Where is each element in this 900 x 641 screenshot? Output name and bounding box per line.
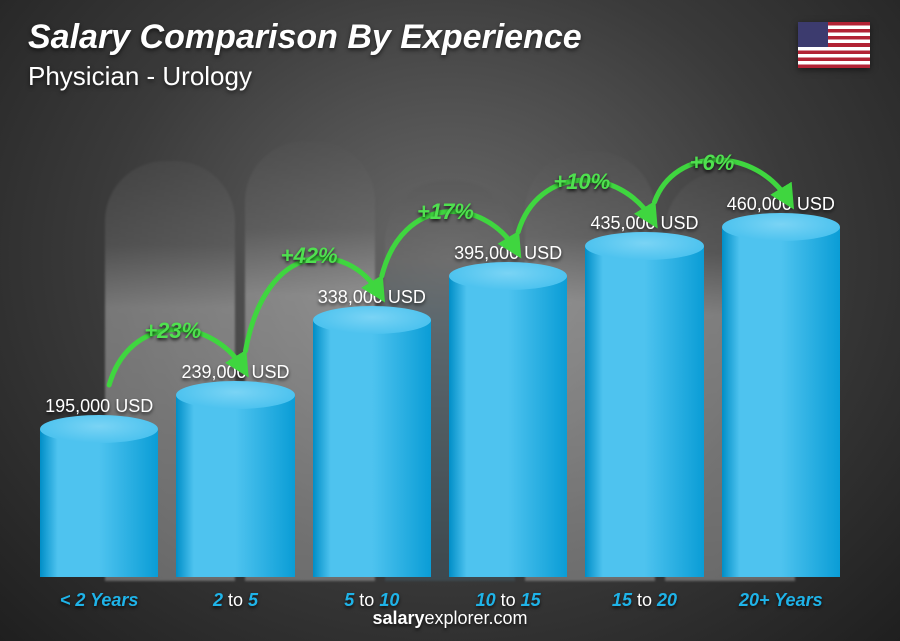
bar-value-label: 395,000 USD xyxy=(454,243,562,264)
flag-icon xyxy=(798,22,870,68)
bar-value-label: 239,000 USD xyxy=(181,362,289,383)
bar-slot: 338,000 USD5 to 10 xyxy=(313,107,431,577)
chart-title: Salary Comparison By Experience xyxy=(28,18,872,57)
bar-value-label: 195,000 USD xyxy=(45,396,153,417)
bar xyxy=(40,429,158,577)
footer-brand-bold: salary xyxy=(372,608,424,628)
bar-value-label: 460,000 USD xyxy=(727,194,835,215)
chart-subtitle: Physician - Urology xyxy=(28,61,872,92)
header: Salary Comparison By Experience Physicia… xyxy=(28,18,872,92)
footer-brand: salaryexplorer.com xyxy=(0,608,900,629)
delta-label: +42% xyxy=(281,243,338,269)
footer-brand-rest: explorer.com xyxy=(425,608,528,628)
bar-slot: 395,000 USD10 to 15 xyxy=(449,107,567,577)
bar xyxy=(176,395,294,577)
delta-label: +23% xyxy=(144,318,201,344)
bar xyxy=(449,276,567,577)
delta-label: +10% xyxy=(553,169,610,195)
bar xyxy=(313,320,431,577)
bar-value-label: 435,000 USD xyxy=(590,213,698,234)
delta-label: +17% xyxy=(417,199,474,225)
chart-canvas: Salary Comparison By Experience Physicia… xyxy=(0,0,900,641)
bar-slot: 195,000 USD< 2 Years xyxy=(40,107,158,577)
delta-label: +6% xyxy=(690,150,735,176)
bar xyxy=(585,246,703,577)
bar xyxy=(722,227,840,577)
bar-value-label: 338,000 USD xyxy=(318,287,426,308)
bar-slot: 460,000 USD20+ Years xyxy=(722,107,840,577)
